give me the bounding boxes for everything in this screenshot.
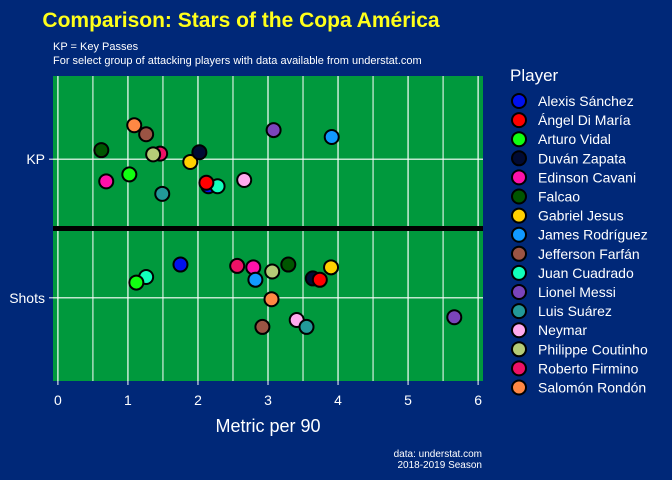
legend-label: Luis Suárez: [538, 303, 612, 319]
legend-label: Philippe Coutinho: [538, 341, 648, 357]
legend-key: [511, 112, 527, 129]
data-point: [323, 129, 340, 145]
data-point: [236, 171, 253, 188]
data-point: [145, 146, 162, 163]
data-point: [198, 174, 215, 191]
y-tick-label: Shots: [9, 290, 45, 306]
data-point: [128, 274, 145, 291]
legend-key: [511, 360, 527, 377]
legend-label: Jefferson Farfán: [538, 246, 640, 262]
data-point: [182, 153, 199, 170]
caption-line-2: 2018-2019 Season: [397, 460, 482, 471]
x-tick-label: 1: [124, 392, 132, 408]
legend-key: [511, 264, 527, 281]
y-tick-label: KP: [26, 151, 45, 167]
x-axis-label: Metric per 90: [215, 416, 320, 436]
data-point: [93, 142, 110, 159]
data-point: [265, 122, 282, 139]
legend-label: Lionel Messi: [538, 284, 616, 300]
data-point: [126, 117, 143, 134]
legend-key: [511, 245, 527, 262]
data-point: [280, 256, 297, 273]
data-points: [93, 117, 463, 335]
caption-line-1: data: understat.com: [394, 449, 482, 460]
chart-title: Comparison: Stars of the Copa América: [42, 9, 439, 32]
data-point: [263, 291, 280, 308]
legend-key: [511, 341, 527, 358]
x-tick-label: 4: [334, 392, 342, 408]
data-point: [172, 256, 189, 273]
data-point: [121, 166, 138, 183]
legend-key: [511, 150, 527, 167]
legend-label: Ángel Di María: [538, 112, 631, 128]
data-point: [229, 257, 246, 274]
chart-subtitle-line-1: KP = Key Passes: [53, 41, 139, 53]
legend-label: Edinson Cavani: [538, 169, 636, 185]
legend-label: James Rodríguez: [538, 227, 648, 243]
legend-title: Player: [510, 66, 559, 85]
data-point: [138, 126, 155, 143]
data-point: [247, 271, 264, 288]
legend-key: [511, 379, 527, 396]
legend-key: [511, 226, 527, 243]
legend-label: Salomón Rondón: [538, 380, 646, 396]
data-point: [191, 144, 208, 161]
data-point: [254, 318, 271, 335]
data-point: [311, 271, 328, 288]
x-tick-label: 2: [194, 392, 202, 408]
legend-key: [511, 188, 527, 205]
data-point: [298, 318, 315, 335]
legend-key: [511, 303, 527, 320]
legend-key: [511, 169, 527, 186]
data-point: [323, 259, 340, 276]
data-point: [264, 263, 281, 280]
legend: Player Alexis Sánchez Ángel Di María Artur…: [510, 66, 648, 396]
legend-label: Gabriel Jesus: [538, 208, 624, 224]
chart-subtitle-line-2: For select group of attacking players wi…: [53, 55, 422, 67]
legend-key: [511, 131, 527, 148]
x-tick-label: 6: [474, 392, 482, 408]
legend-label: Roberto Firmino: [538, 360, 639, 376]
data-point: [98, 173, 115, 190]
legend-label: Juan Cuadrado: [538, 265, 634, 281]
legend-key: [511, 207, 527, 224]
data-point: [154, 185, 171, 202]
x-tick-label: 5: [404, 392, 412, 408]
y-axis: Shots KP: [9, 151, 53, 306]
data-point: [446, 309, 463, 326]
legend-label: Neymar: [538, 322, 587, 338]
legend-label: Duván Zapata: [538, 150, 626, 166]
legend-label: Falcao: [538, 189, 580, 205]
x-axis: 0 1 2 3 4 5 6: [54, 381, 482, 408]
legend-key: [511, 284, 527, 300]
legend-key: [511, 322, 527, 339]
legend-key: [511, 93, 527, 109]
legend-label: Arturo Vidal: [538, 131, 611, 147]
x-tick-label: 3: [264, 392, 272, 408]
x-tick-label: 0: [54, 392, 62, 408]
legend-label: Alexis Sánchez: [538, 93, 634, 109]
